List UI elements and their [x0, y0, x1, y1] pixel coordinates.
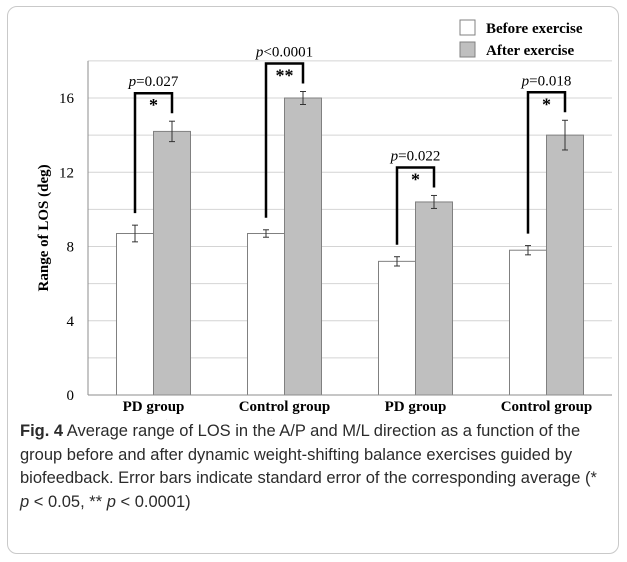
significance-annotations: * p=0.027 ** p<0.0001 * p=0.022 * p=0.018 — [128, 45, 572, 245]
category-label: PD group — [123, 399, 185, 415]
y-tick-label: 0 — [67, 388, 75, 404]
bar-after-exercise — [153, 130, 191, 396]
significance-bracket — [264, 62, 305, 218]
bar-before-exercise — [116, 233, 154, 396]
category-label: (M/L) — [527, 418, 565, 420]
error-bars — [132, 91, 568, 267]
figure-label: Fig. 4 — [20, 422, 64, 440]
p-value-label: p=0.022 — [390, 148, 441, 164]
significance-stars: ** — [276, 66, 294, 86]
p-value-label: p=0.027 — [128, 74, 179, 90]
y-tick-label: 4 — [67, 314, 75, 330]
bar-after-exercise — [415, 201, 453, 396]
bar-chart: * p=0.027 ** p<0.0001 * p=0.022 * p=0.018 0 4 8 12… — [36, 19, 612, 420]
bar-before-exercise — [247, 233, 285, 396]
figure-caption: Fig. 4 Average range of LOS in the A/P a… — [20, 420, 610, 514]
category-label: (M/L) — [396, 418, 434, 420]
category-label: (A/P) — [136, 418, 170, 420]
category-label: Control group — [239, 399, 331, 415]
legend-label-before: Before exercise — [486, 21, 583, 37]
significance-stars: * — [542, 94, 551, 114]
y-tick-label: 8 — [67, 240, 75, 256]
y-axis-label: Range of LOS (deg) — [36, 164, 52, 291]
p-value-label: p<0.0001 — [255, 45, 313, 61]
significance-bracket — [133, 91, 174, 214]
category-label: PD group — [385, 399, 447, 415]
legend-swatch-after — [459, 41, 476, 58]
legend-swatch-before — [459, 19, 476, 36]
significance-stars: * — [411, 169, 420, 189]
bar-after-exercise — [284, 97, 322, 396]
axes: 0 4 8 12 16 Range of LOS (deg) PD group (A/P) Co… — [36, 60, 612, 420]
bar-after-exercise — [546, 134, 584, 396]
figure-frame — [7, 6, 619, 554]
significance-bracket — [395, 166, 436, 245]
bar-before-exercise — [378, 260, 416, 396]
bar-before-exercise — [509, 249, 547, 396]
significance-stars: * — [149, 95, 158, 115]
y-tick-label: 12 — [59, 165, 74, 181]
legend-label-after: After exercise — [486, 43, 574, 59]
caption-text: Average range of LOS in the A/P and M/L … — [20, 422, 597, 511]
significance-bracket — [526, 91, 567, 234]
p-value-label: p=0.018 — [521, 73, 572, 89]
legend: Before exercise After exercise — [459, 19, 583, 59]
category-label: Control group — [501, 399, 593, 415]
category-label: (A/P) — [267, 418, 301, 420]
y-tick-label: 16 — [59, 91, 75, 107]
